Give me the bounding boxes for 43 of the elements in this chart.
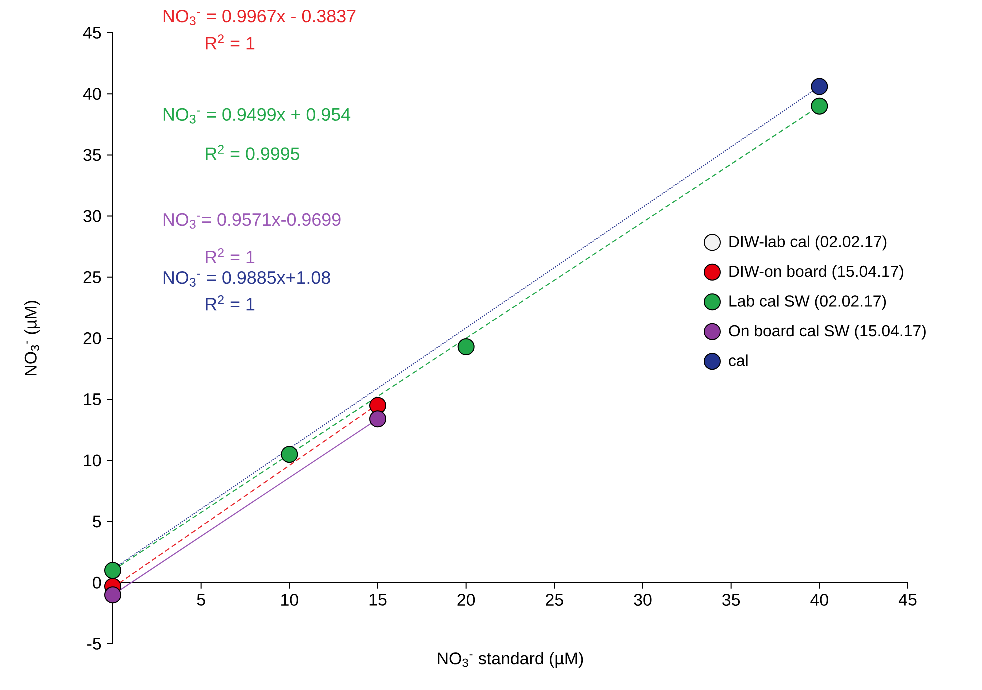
annotation: NO$_{3}$$^{-}$ = 0.9885x+1.08 <box>164 271 330 287</box>
y-tick-label: 10 <box>84 454 102 467</box>
y-tick-label: 15 <box>84 394 102 406</box>
x-tick-label: 20 <box>458 594 476 606</box>
legend-label: cal <box>729 354 748 366</box>
legend-label: Lab cal SW (02.02.17) <box>730 295 886 310</box>
y-tick-label: 25 <box>84 271 102 284</box>
x-tick-label: 10 <box>282 594 298 606</box>
y-tick-label: 20 <box>84 332 102 344</box>
point <box>104 562 122 580</box>
x-tick-label: 5 <box>197 594 206 606</box>
x-tick-label: 30 <box>634 594 652 606</box>
y-tick-label: 5 <box>93 516 102 528</box>
point <box>370 397 387 414</box>
y-tick-label: -5 <box>88 638 102 650</box>
y-tick-label: 40 <box>83 88 102 100</box>
text: NO$_{3}$$^{-}$ = 0.9967x - 0.3837 <box>164 10 356 26</box>
legend-label: DIW-on board (15.04.17) <box>730 265 904 280</box>
y-tick-label: 30 <box>84 210 102 222</box>
x-tick-label: 45 <box>898 594 917 606</box>
point <box>811 98 828 115</box>
x-tick-label: 40 <box>810 594 828 606</box>
legend-label: DIW-lab cal (02.02.17) <box>730 236 887 251</box>
x-tick-label: 25 <box>546 594 564 606</box>
annotation: NO$_{3}$$^{-}$= 0.9571x-0.9699 <box>164 213 341 229</box>
y-tick-label: 0 <box>93 576 102 589</box>
y-tick-label: 45 <box>83 27 102 39</box>
annotation: R$^{2}$ = 1 <box>206 248 255 264</box>
point <box>104 586 122 604</box>
annotation: NO$_{3}$$^{-}$ = 0.9499x + 0.954 <box>164 108 351 124</box>
x-tick-label: 15 <box>370 594 387 606</box>
x-tick-label: 35 <box>722 594 740 606</box>
annotation: R$^{2}$ = 1 <box>206 34 255 50</box>
annotation: R$^{2}$ = 1 <box>206 296 255 311</box>
y-axis-title: NO$_{3}$$^{-}$ (µM) <box>24 301 40 376</box>
point <box>370 410 387 428</box>
point <box>281 446 298 464</box>
point <box>458 338 475 356</box>
x-axis-title: NO$_{3}$$^{-}$ standard (µM) <box>438 652 584 668</box>
annotation: R$^{2}$ = 0.9995 <box>206 145 300 160</box>
point <box>811 78 828 96</box>
legend-label: On board cal SW (15.04.17) <box>729 324 926 340</box>
y-tick-label: 35 <box>84 149 102 162</box>
